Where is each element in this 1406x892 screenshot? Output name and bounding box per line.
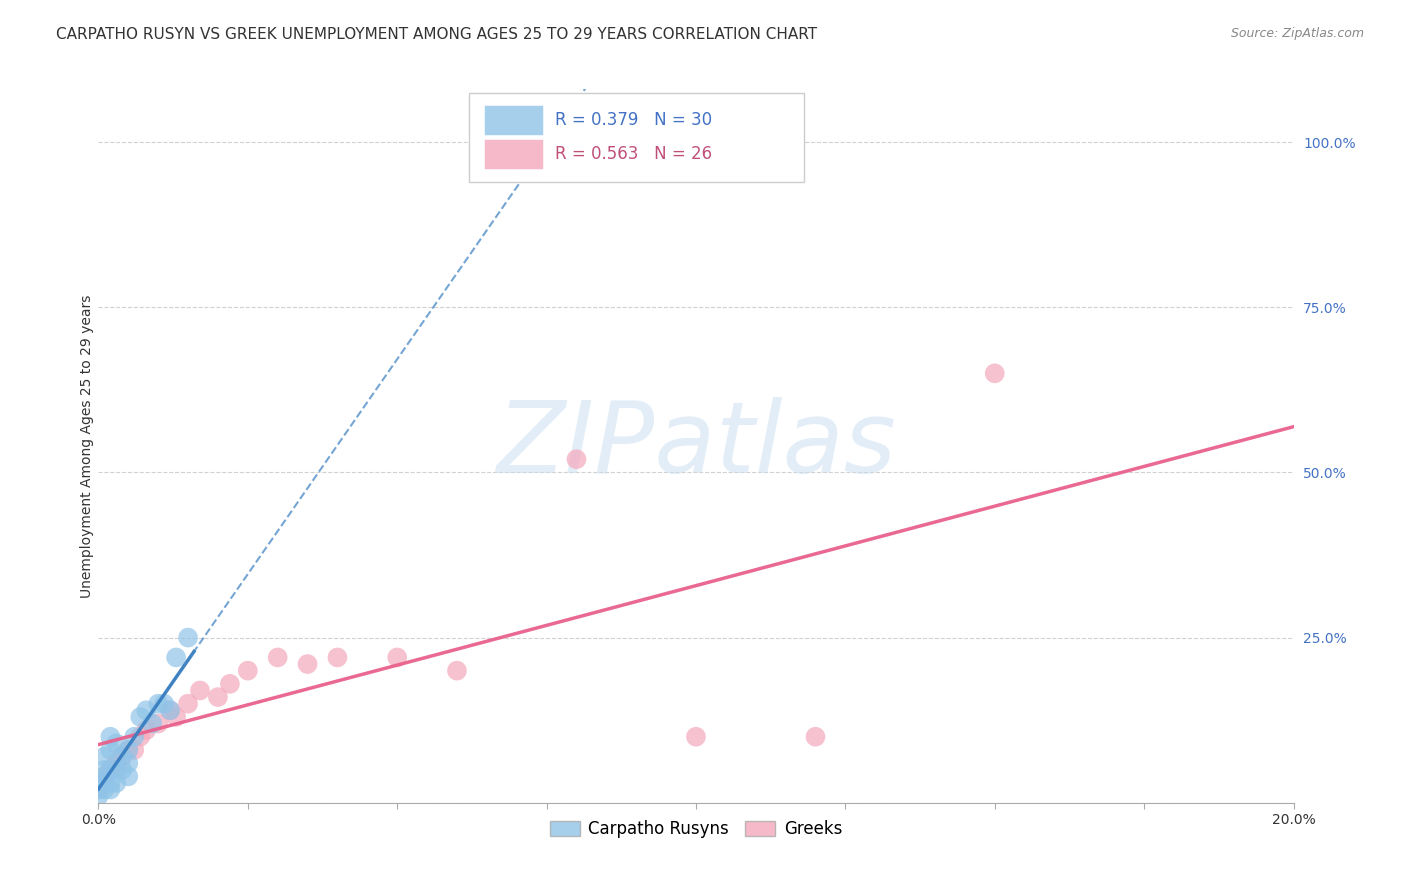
Point — [135, 703, 157, 717]
Point — [105, 763, 128, 777]
Point — [165, 710, 187, 724]
Text: CARPATHO RUSYN VS GREEK UNEMPLOYMENT AMONG AGES 25 TO 29 YEARS CORRELATION CHART: CARPATHO RUSYN VS GREEK UNEMPLOYMENT AMO… — [56, 27, 817, 42]
Point — [177, 697, 200, 711]
Point — [117, 769, 139, 783]
Point — [165, 650, 187, 665]
Point — [87, 776, 110, 790]
Point — [177, 631, 200, 645]
Point — [148, 697, 170, 711]
Point — [129, 710, 152, 724]
Point — [98, 776, 122, 790]
Point — [111, 763, 134, 777]
Y-axis label: Unemployment Among Ages 25 to 29 years: Unemployment Among Ages 25 to 29 years — [80, 294, 94, 598]
Point — [565, 452, 588, 467]
Text: R = 0.379   N = 30: R = 0.379 N = 30 — [555, 111, 711, 128]
Point — [105, 776, 128, 790]
Point — [135, 723, 157, 738]
Point — [385, 650, 409, 665]
Point — [98, 763, 122, 777]
Point — [188, 683, 211, 698]
Point — [93, 769, 115, 783]
Point — [297, 657, 319, 671]
Point — [98, 782, 122, 797]
Point — [105, 736, 128, 750]
Point — [236, 664, 259, 678]
Point — [148, 716, 170, 731]
Legend: Carpatho Rusyns, Greeks: Carpatho Rusyns, Greeks — [543, 814, 849, 845]
Point — [98, 763, 122, 777]
Point — [93, 749, 115, 764]
Point — [153, 697, 176, 711]
Point — [124, 730, 146, 744]
Text: ZIPatlas: ZIPatlas — [496, 398, 896, 494]
Point — [141, 716, 163, 731]
Point — [87, 782, 110, 797]
Point — [98, 730, 122, 744]
Point — [117, 743, 139, 757]
Point — [117, 756, 139, 771]
Point — [98, 743, 122, 757]
Point — [207, 690, 229, 704]
Point — [685, 730, 707, 744]
Text: R = 0.563   N = 26: R = 0.563 N = 26 — [555, 145, 711, 163]
Point — [804, 730, 827, 744]
Point — [111, 749, 134, 764]
Point — [129, 730, 152, 744]
Point — [93, 763, 115, 777]
Point — [93, 776, 115, 790]
FancyBboxPatch shape — [470, 93, 804, 182]
Point — [93, 782, 115, 797]
Point — [124, 743, 146, 757]
Point — [326, 650, 349, 665]
Text: Source: ZipAtlas.com: Source: ZipAtlas.com — [1230, 27, 1364, 40]
Point — [93, 769, 115, 783]
Point — [446, 664, 468, 678]
Point — [159, 703, 181, 717]
Point — [159, 703, 181, 717]
Point — [87, 789, 110, 804]
Point — [117, 743, 139, 757]
Point — [87, 782, 110, 797]
Point — [267, 650, 290, 665]
FancyBboxPatch shape — [485, 105, 543, 135]
FancyBboxPatch shape — [485, 139, 543, 169]
Point — [105, 756, 128, 771]
Point — [219, 677, 242, 691]
Point — [984, 367, 1007, 381]
Point — [111, 749, 134, 764]
